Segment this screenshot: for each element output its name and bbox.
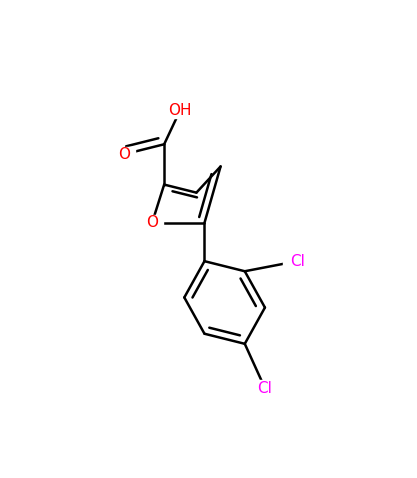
Text: Cl: Cl [258, 380, 272, 396]
Bar [283, 253, 311, 270]
Bar [113, 147, 135, 162]
Bar [166, 102, 194, 118]
Text: O: O [118, 147, 130, 162]
Text: Cl: Cl [290, 254, 305, 269]
Text: OH: OH [168, 102, 192, 118]
Bar [251, 380, 279, 397]
Bar [141, 215, 163, 230]
Text: O: O [146, 216, 158, 230]
